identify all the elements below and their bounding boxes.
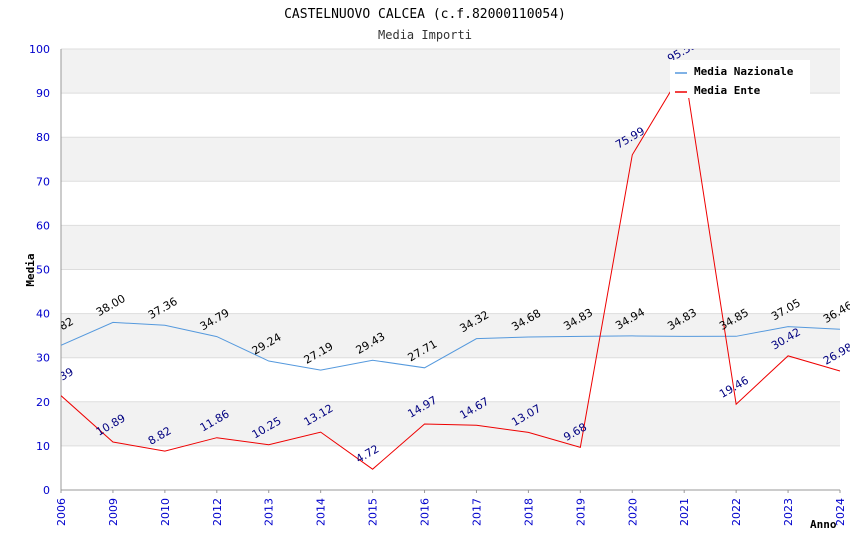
plot-band xyxy=(61,93,840,138)
y-axis-label: Media xyxy=(24,253,37,286)
x-tick-label: 2018 xyxy=(522,498,535,526)
x-tick-label: 2013 xyxy=(263,498,276,526)
y-tick-label: 20 xyxy=(36,396,50,409)
y-tick-label: 70 xyxy=(36,175,50,188)
y-tick-label: 10 xyxy=(36,440,50,453)
x-tick-label: 2014 xyxy=(315,498,328,526)
x-tick-label: 2010 xyxy=(159,498,172,526)
chart-subtitle: Media Importi xyxy=(378,28,472,42)
x-tick-label: 2006 xyxy=(55,498,68,526)
y-tick-label: 100 xyxy=(29,43,50,56)
plot-band xyxy=(61,181,840,226)
x-tick-label: 2017 xyxy=(470,498,483,526)
series-line-nazionale xyxy=(61,321,841,371)
x-tick-label: 2015 xyxy=(367,498,380,526)
y-tick-label: 80 xyxy=(36,131,50,144)
series-line-ente xyxy=(61,67,841,470)
x-tick-label: 2023 xyxy=(782,498,795,526)
x-tick-label: 2021 xyxy=(678,498,691,526)
legend-box xyxy=(670,60,810,98)
x-axis-label: Anno xyxy=(810,518,837,531)
plot-band xyxy=(61,269,840,314)
plot-band xyxy=(61,313,840,358)
plot-bands xyxy=(61,49,840,490)
x-tick-label: 2009 xyxy=(107,498,120,526)
series-lines xyxy=(61,67,841,470)
plot-band xyxy=(61,445,840,490)
x-tick-label: 2020 xyxy=(626,498,639,526)
legend: Media Nazionale Media Ente xyxy=(670,60,810,98)
x-tick-label: 2022 xyxy=(730,498,743,526)
y-tick-label: 90 xyxy=(36,87,50,100)
x-tick-label: 2012 xyxy=(211,498,224,526)
y-tick-label: 50 xyxy=(36,264,50,277)
y-tick-label: 0 xyxy=(43,484,50,497)
axes: 0 10 20 30 40 50 60 70 80 90 100 2006 2009 2010 2012 20… xyxy=(29,43,847,526)
x-tick-label: 2024 xyxy=(834,498,847,526)
plot-band xyxy=(61,401,840,446)
y-tick-label: 30 xyxy=(36,352,50,365)
x-tick-label: 2016 xyxy=(419,498,432,526)
y-tick-label: 60 xyxy=(36,219,50,232)
y-tick-label: 40 xyxy=(36,308,50,321)
chart-title: CASTELNUOVO CALCEA (c.f.82000110054) xyxy=(284,7,566,22)
plot-band xyxy=(61,357,840,402)
plot-band xyxy=(61,225,840,270)
x-tick-label: 2019 xyxy=(574,498,587,526)
legend-label-nazionale: Media Nazionale xyxy=(694,65,794,78)
plot-band xyxy=(61,137,840,182)
legend-label-ente: Media Ente xyxy=(694,84,761,97)
